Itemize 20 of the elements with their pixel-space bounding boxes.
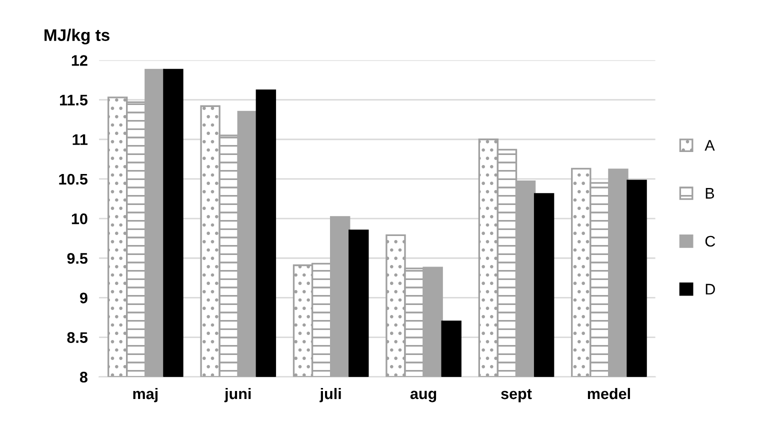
x-tick-label: maj bbox=[133, 388, 158, 402]
y-tick-label: 10 bbox=[72, 213, 88, 224]
y-tick-label: 9 bbox=[80, 292, 88, 304]
x-tick-label: sept bbox=[501, 389, 532, 402]
x-tick-label: medel bbox=[588, 388, 630, 400]
x-tick-label: aug bbox=[410, 390, 436, 402]
legend-label: D bbox=[706, 284, 715, 294]
y-axis-title: MJ/kg ts bbox=[44, 28, 110, 44]
y-tick-label: 12 bbox=[72, 55, 88, 66]
x-tick-label: juni bbox=[224, 388, 251, 402]
legend-label: B bbox=[706, 188, 714, 199]
y-tick-label: 8.5 bbox=[67, 332, 88, 343]
y-tick-label: 8 bbox=[80, 372, 88, 383]
x-tick-label: juli bbox=[320, 388, 341, 402]
y-tick-label: 11.5 bbox=[60, 94, 88, 106]
legend-label: C bbox=[705, 236, 716, 247]
legend-label: A bbox=[704, 140, 715, 151]
y-tick-label: 9.5 bbox=[67, 252, 88, 264]
y-tick-label: 10.5 bbox=[59, 174, 88, 185]
y-tick-label: 11 bbox=[72, 134, 88, 145]
